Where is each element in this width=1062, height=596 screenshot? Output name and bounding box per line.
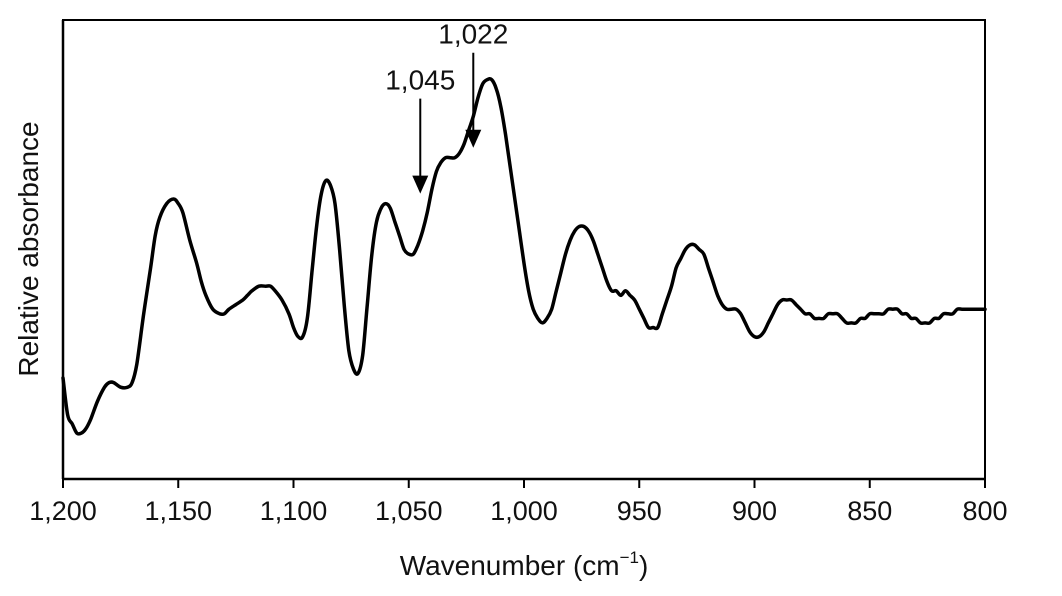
annotation-arrow-head — [412, 175, 429, 194]
x-tick-label: 1,150 — [144, 496, 212, 526]
x-ticks — [62, 479, 986, 488]
x-tick-label: 900 — [732, 496, 777, 526]
absorbance-series-line — [61, 77, 987, 436]
x-tick-label: 1,200 — [29, 496, 97, 526]
x-tick-label: 1,000 — [490, 496, 558, 526]
x-tick-label: 1,050 — [375, 496, 443, 526]
peak-annotations: 1,045 1,022 — [385, 19, 508, 194]
x-tick-label: 800 — [962, 496, 1007, 526]
x-tick-labels: 1,200 1,150 1,100 1,050 1,000 950 900 850 800 — [29, 496, 1007, 526]
y-axis-title: Relative absorbance — [13, 121, 44, 376]
x-tick-label: 850 — [847, 496, 892, 526]
x-tick-label: 950 — [617, 496, 662, 526]
annotation-arrow-head — [465, 129, 482, 148]
annotation-label: 1,022 — [438, 19, 508, 50]
plot-frame — [62, 19, 986, 480]
x-axis-title: Wavenumber (cm−1) — [400, 548, 649, 581]
x-tick-label: 1,100 — [260, 496, 328, 526]
annotation-label: 1,045 — [385, 65, 455, 96]
